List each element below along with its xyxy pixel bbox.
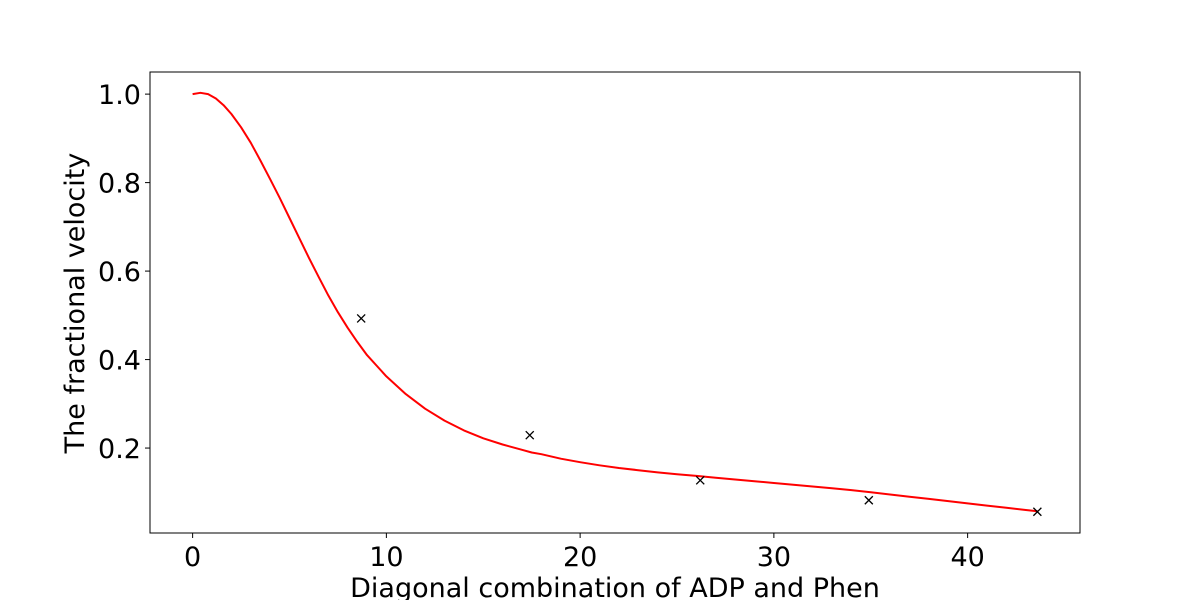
- marker-stroke: [356, 313, 366, 323]
- x-axis-label: Diagonal combination of ADP and Phen: [350, 573, 880, 600]
- fit-curve-line: [192, 91, 1038, 513]
- y-tick-label: 0.4: [98, 346, 141, 377]
- x-tick-label: 0: [184, 542, 201, 573]
- x-tick-label: 10: [369, 542, 403, 573]
- y-tick-label: 0.6: [98, 257, 141, 288]
- data-point-marker: [356, 313, 366, 323]
- data-point-marker: [695, 475, 705, 485]
- x-tick-label: 20: [563, 542, 597, 573]
- y-tick-label: 1.0: [98, 80, 141, 111]
- y-axis-ticks: 0.2 0.4 0.6 0.8 1.0: [98, 80, 150, 465]
- data-point-marker: [525, 430, 535, 440]
- data-point-marker: [1032, 507, 1042, 517]
- marker-stroke: [1032, 507, 1042, 517]
- y-tick-label: 0.2: [98, 434, 141, 465]
- y-tick-label: 0.8: [98, 169, 141, 200]
- marker-stroke: [525, 430, 535, 440]
- x-axis-ticks: 0 10 20 30 40: [184, 533, 985, 573]
- series-layer: [192, 91, 1042, 517]
- marker-stroke: [864, 495, 874, 505]
- marker-stroke: [695, 475, 705, 485]
- x-tick-label: 40: [950, 542, 984, 573]
- data-point-marker: [864, 495, 874, 505]
- plot-area-frame: [149, 71, 1081, 534]
- x-tick-label: 30: [757, 542, 791, 573]
- y-axis-label: The fractional velocity: [60, 153, 91, 455]
